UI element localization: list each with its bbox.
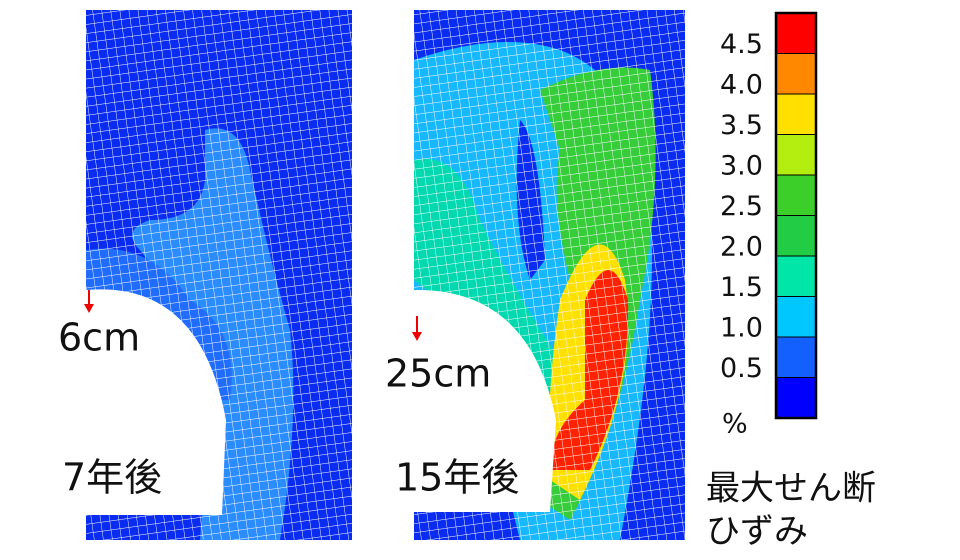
colorbar-unit: % xyxy=(722,409,748,440)
colorbar-tick-label: 3.0 xyxy=(720,151,763,182)
panel-label: 7年後 xyxy=(62,456,162,500)
colorbar-band xyxy=(775,53,817,95)
colorbar-band xyxy=(775,12,817,54)
colorbar-title: ひずみ xyxy=(706,512,808,552)
colorbar-band xyxy=(775,296,817,338)
colorbar-tick-label: 2.5 xyxy=(720,191,763,222)
displacement-label: 25cm xyxy=(385,352,491,396)
colorbar-band xyxy=(775,255,817,297)
colorbar-frame xyxy=(774,11,818,420)
colorbar-tick-label: 0.5 xyxy=(720,353,763,384)
colorbar-tick-label: 3.5 xyxy=(720,110,763,141)
colorbar-tick-label: 1.5 xyxy=(720,272,763,303)
contour-panel-left xyxy=(86,10,352,540)
tunnel-opening xyxy=(86,289,226,515)
panel-label: 15年後 xyxy=(395,456,519,500)
colorbar-band xyxy=(775,174,817,216)
colorbar-band xyxy=(775,336,817,378)
colorbar-title: 最大せん断 xyxy=(706,469,876,509)
tunnel-opening xyxy=(414,289,556,512)
colorbar-band xyxy=(775,134,817,176)
displacement-label: 6cm xyxy=(58,316,140,360)
colorbar-tick-label: 1.0 xyxy=(720,313,763,344)
colorbar-tick-label: 4.5 xyxy=(720,29,763,60)
contour-panel-right xyxy=(414,10,685,540)
displacement-arrow xyxy=(84,290,422,341)
colorbar-tick-label: 4.0 xyxy=(720,70,763,101)
colorbar-band xyxy=(775,93,817,135)
colorbar-tick-label: 2.0 xyxy=(720,232,763,263)
colorbar-band xyxy=(775,215,817,257)
colorbar-band xyxy=(775,377,817,419)
colorbar: 0.5 1.0 1.5 2.0 2.5 3.0 3.5 4.0 4.5% xyxy=(720,11,818,440)
